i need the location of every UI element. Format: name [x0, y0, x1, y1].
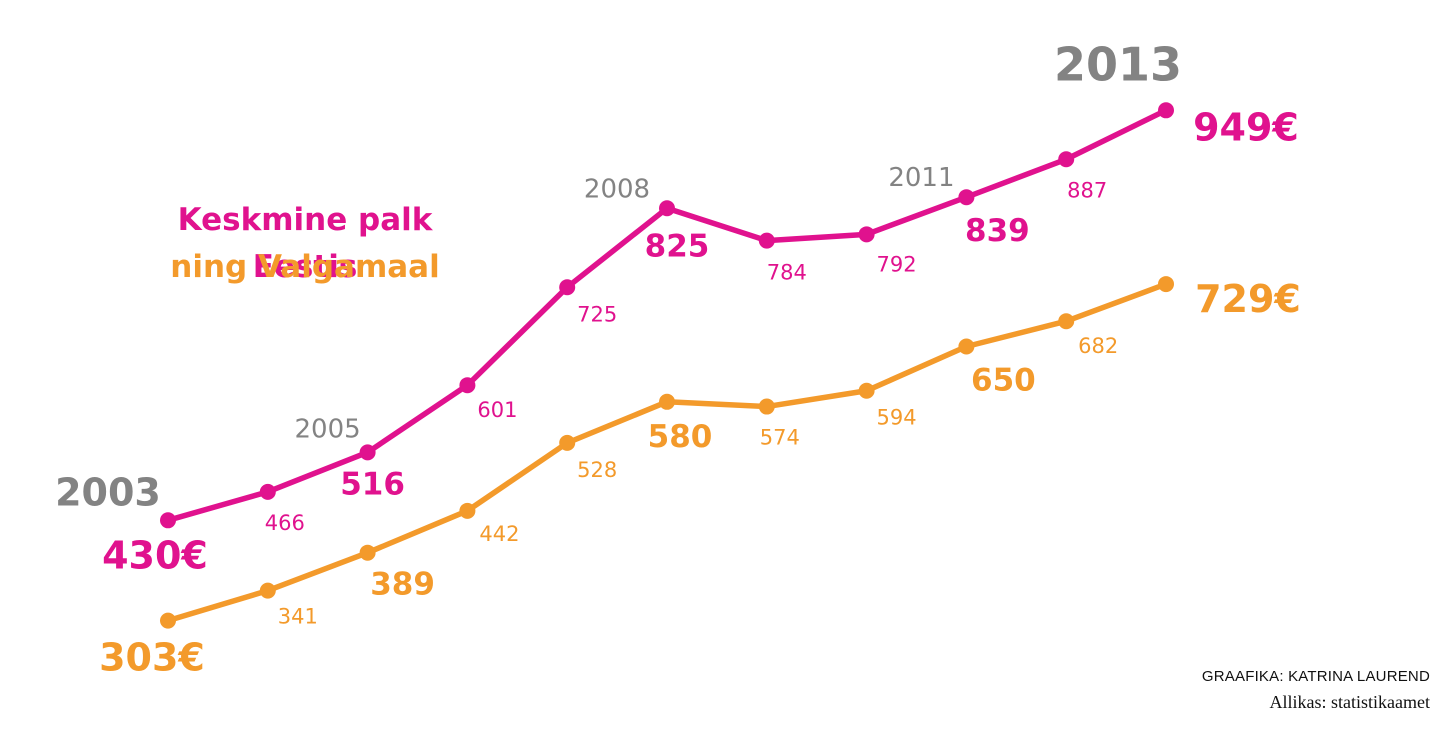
year-label-2005: 2005 — [295, 414, 361, 444]
data-label-valgamaa-2012: 682 — [1078, 334, 1118, 358]
data-point-valgamaa-2007 — [559, 434, 576, 451]
data-label-valgamaa-2008: 580 — [648, 419, 713, 455]
data-label-valgamaa-2009: 574 — [760, 426, 800, 450]
data-point-valgamaa-2011 — [958, 338, 975, 355]
data-label-estonia-2010: 792 — [877, 252, 917, 276]
data-point-estonia-2011 — [958, 189, 975, 206]
data-label-estonia-2009: 784 — [767, 261, 807, 285]
data-label-valgamaa-2010: 594 — [877, 406, 917, 430]
year-label-2003: 2003 — [55, 470, 161, 514]
graphics-credit: GRAAFIKA: KATRINA LAUREND — [1201, 668, 1430, 685]
data-point-estonia-2010 — [858, 226, 875, 243]
data-label-valgamaa-2013: 729€ — [1195, 277, 1301, 321]
data-label-estonia-2006: 601 — [477, 398, 517, 422]
data-point-valgamaa-2005 — [359, 544, 376, 561]
data-label-valgamaa-2006: 442 — [479, 522, 519, 546]
data-point-valgamaa-2006 — [459, 502, 476, 519]
data-point-estonia-2008 — [659, 200, 675, 217]
data-label-valgamaa-2007: 528 — [577, 458, 617, 482]
data-point-valgamaa-2010 — [858, 382, 875, 399]
data-point-estonia-2006 — [459, 377, 476, 394]
data-label-estonia-2011: 839 — [965, 213, 1030, 249]
series-line-estonia — [165, 107, 1169, 524]
data-label-estonia-2004: 466 — [265, 511, 305, 535]
data-point-estonia-2007 — [559, 279, 576, 296]
legend-valgamaa: ning Valgamaal — [170, 249, 440, 285]
data-point-estonia-2013 — [1158, 102, 1174, 119]
data-point-valgamaa-2012 — [1058, 313, 1075, 330]
data-label-estonia-2008: 825 — [645, 228, 710, 264]
data-point-estonia-2009 — [758, 232, 775, 249]
data-label-valgamaa-2005: 389 — [370, 567, 435, 603]
data-label-valgamaa-2011: 650 — [971, 363, 1036, 399]
data-label-valgamaa-2004: 341 — [278, 605, 318, 629]
data-point-estonia-2005 — [359, 444, 376, 461]
data-point-valgamaa-2003 — [160, 612, 176, 629]
data-point-valgamaa-2004 — [259, 582, 276, 599]
legend-estonia: Keskmine palk Eestis — [177, 202, 433, 285]
data-point-estonia-2004 — [259, 483, 276, 500]
data-label-estonia-2003: 430€ — [102, 533, 208, 577]
source-credit: Allikas: statistikaamet — [1269, 692, 1430, 712]
year-label-2013: 2013 — [1054, 37, 1182, 91]
data-point-valgamaa-2008 — [659, 393, 675, 410]
data-point-estonia-2003 — [160, 512, 176, 529]
year-label-2011: 2011 — [888, 163, 954, 193]
data-label-estonia-2012: 887 — [1067, 178, 1107, 202]
data-point-valgamaa-2013 — [1158, 276, 1174, 293]
data-label-estonia-2007: 725 — [577, 302, 617, 326]
data-point-valgamaa-2009 — [758, 398, 775, 415]
data-point-estonia-2012 — [1058, 151, 1075, 168]
year-label-2008: 2008 — [584, 174, 650, 204]
data-label-valgamaa-2003: 303€ — [99, 636, 205, 680]
data-label-estonia-2013: 949€ — [1193, 105, 1299, 149]
data-label-estonia-2005: 516 — [340, 466, 405, 502]
